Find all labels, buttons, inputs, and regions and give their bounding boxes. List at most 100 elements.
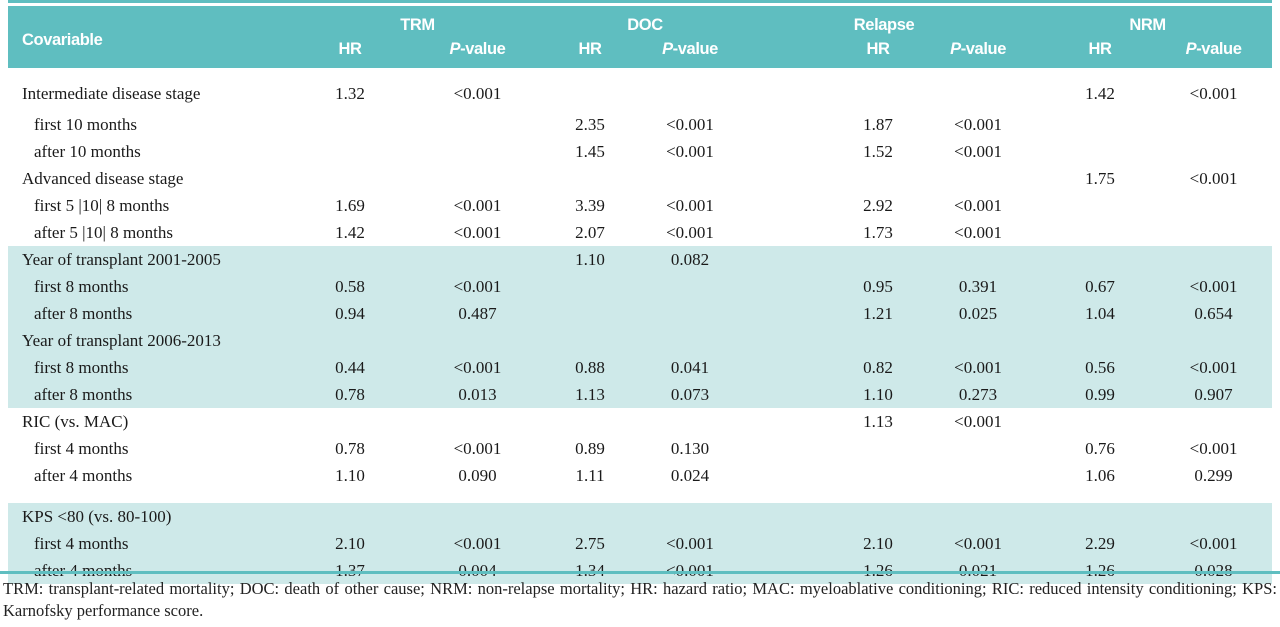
cell-spacer <box>1023 165 1045 192</box>
cell-trm-hr <box>290 111 410 138</box>
cell-nrm-hr: 1.75 <box>1085 168 1115 188</box>
cell-doc-pvalue <box>635 408 745 435</box>
table-row: after 4 months 1.10 0.090 1.11 0.024 1.0… <box>8 462 1272 496</box>
table-section: Intermediate disease stage 1.32 <0.001 1… <box>8 68 1272 246</box>
cell-trm-hr <box>290 246 410 273</box>
cell-trm-hr: 0.78 <box>335 438 365 458</box>
cell-trm-hr: 1.10 <box>335 465 365 485</box>
cell-nrm-hr <box>1045 327 1156 354</box>
abbreviations-footnote: TRM: transplant-related mortality; DOC: … <box>3 579 1277 621</box>
cell-spacer <box>745 111 823 138</box>
cell-covariable-label: after 4 months <box>8 557 290 584</box>
cell-trm-pvalue <box>410 327 546 354</box>
cell-spacer <box>1023 462 1045 496</box>
cell-doc-pvalue: <0.001 <box>666 114 714 134</box>
table-row: Year of transplant 2006-2013 <box>8 327 1273 354</box>
cell-doc-hr: 0.88 <box>545 354 636 381</box>
table-row: RIC (vs. MAC) 1.13 <0.001 <box>8 408 1272 435</box>
cell-relapse-hr: 2.92 <box>863 195 893 215</box>
column-header-trm: TRM <box>290 6 546 38</box>
cell-relapse-pvalue <box>933 327 1024 354</box>
cell-doc-hr: 1.10 <box>545 246 636 273</box>
cell-trm-pvalue <box>410 138 545 165</box>
cell-spacer <box>1023 489 1046 530</box>
cell-nrm-pvalue <box>1155 246 1273 273</box>
cell-relapse-pvalue: 0.021 <box>933 557 1024 584</box>
cell-trm-hr: 0.58 <box>290 273 410 300</box>
cell-trm-pvalue: 0.013 <box>410 381 546 408</box>
cell-nrm-pvalue: <0.001 <box>1189 168 1238 188</box>
cell-relapse-hr <box>823 68 933 111</box>
table-section: RIC (vs. MAC) 1.13 <0.001 first 4 months… <box>8 408 1272 496</box>
cell-doc-pvalue: <0.001 <box>635 530 746 557</box>
subheader-trm-pvalue: P-value <box>410 38 546 68</box>
cell-spacer <box>745 408 823 435</box>
cell-nrm-pvalue: 0.028 <box>1155 557 1273 584</box>
cell-trm-pvalue: <0.001 <box>453 195 502 215</box>
cell-relapse-hr <box>823 462 933 496</box>
footnote-separator-line <box>0 571 1280 574</box>
cell-relapse-hr: 1.26 <box>823 557 934 584</box>
cell-doc-hr: 1.13 <box>545 381 636 408</box>
cell-nrm-pvalue: 0.907 <box>1155 381 1273 408</box>
cell-spacer <box>745 489 824 530</box>
column-header-relapse: Relapse <box>745 6 1024 38</box>
cell-doc-pvalue: <0.001 <box>666 222 714 242</box>
table-section: Year of transplant 2001-2005 1.10 0.082 … <box>8 246 1273 408</box>
cell-covariable-label: first 4 months <box>8 530 290 557</box>
cell-relapse-pvalue <box>933 435 1023 462</box>
cell-spacer <box>745 530 824 557</box>
cell-trm-pvalue: <0.001 <box>410 530 546 557</box>
cell-spacer <box>1023 138 1045 165</box>
cell-covariable-label: Year of transplant 2006-2013 <box>8 327 290 354</box>
cell-nrm-hr: 0.67 <box>1045 273 1156 300</box>
table-row: Advanced disease stage 1.75 <0.001 <box>8 165 1272 192</box>
cell-spacer <box>1023 557 1046 584</box>
cell-doc-pvalue: 0.082 <box>635 246 746 273</box>
cell-spacer <box>745 354 824 381</box>
cell-nrm-pvalue <box>1155 192 1272 219</box>
cell-relapse-hr: 1.13 <box>863 411 893 431</box>
cell-doc-pvalue: 0.041 <box>635 354 746 381</box>
cell-trm-hr <box>290 408 410 435</box>
cell-relapse-hr: 1.10 <box>823 381 934 408</box>
cell-doc-hr: 2.07 <box>575 222 605 242</box>
cell-doc-pvalue <box>635 489 746 530</box>
column-header-nrm: NRM <box>1023 6 1273 38</box>
cell-relapse-pvalue <box>933 165 1023 192</box>
cell-trm-pvalue: 0.487 <box>410 300 546 327</box>
cell-spacer <box>745 273 824 300</box>
cell-relapse-pvalue <box>933 68 1023 111</box>
cell-covariable-label: Intermediate disease stage <box>22 83 201 103</box>
cell-spacer <box>1023 246 1046 273</box>
cell-trm-hr <box>290 138 410 165</box>
cell-spacer <box>1023 273 1046 300</box>
cell-spacer <box>1023 381 1046 408</box>
cell-nrm-pvalue: <0.001 <box>1155 354 1273 381</box>
table-row: after 5 |10| 8 months 1.42 <0.001 2.07 <… <box>8 219 1272 246</box>
cell-spacer <box>745 246 824 273</box>
cell-nrm-hr: 1.26 <box>1045 557 1156 584</box>
cell-doc-pvalue <box>635 300 746 327</box>
cell-doc-hr <box>545 408 635 435</box>
table-row: first 5 |10| 8 months 1.69 <0.001 3.39 <… <box>8 192 1272 219</box>
cell-nrm-hr: 2.29 <box>1045 530 1156 557</box>
cell-covariable-label: first 5 |10| 8 months <box>34 195 170 215</box>
cell-nrm-hr <box>1045 489 1156 530</box>
subheader-doc-pvalue: P-value <box>635 38 746 68</box>
cell-trm-pvalue: 0.090 <box>458 465 497 485</box>
cell-spacer <box>745 327 824 354</box>
cell-relapse-hr: 1.52 <box>863 141 893 161</box>
cell-doc-pvalue: 0.024 <box>670 465 710 485</box>
cell-nrm-hr <box>1045 408 1155 435</box>
cell-doc-hr <box>545 489 636 530</box>
cell-covariable-label: Year of transplant 2001-2005 <box>8 246 290 273</box>
cell-nrm-hr: 1.04 <box>1045 300 1156 327</box>
cell-doc-hr: 2.35 <box>575 114 605 134</box>
cell-relapse-hr: 2.10 <box>823 530 934 557</box>
cell-nrm-pvalue <box>1155 111 1272 138</box>
cell-relapse-pvalue: <0.001 <box>933 530 1024 557</box>
cell-relapse-pvalue: <0.001 <box>933 354 1024 381</box>
cell-relapse-hr <box>823 165 933 192</box>
cell-trm-hr <box>290 489 410 530</box>
